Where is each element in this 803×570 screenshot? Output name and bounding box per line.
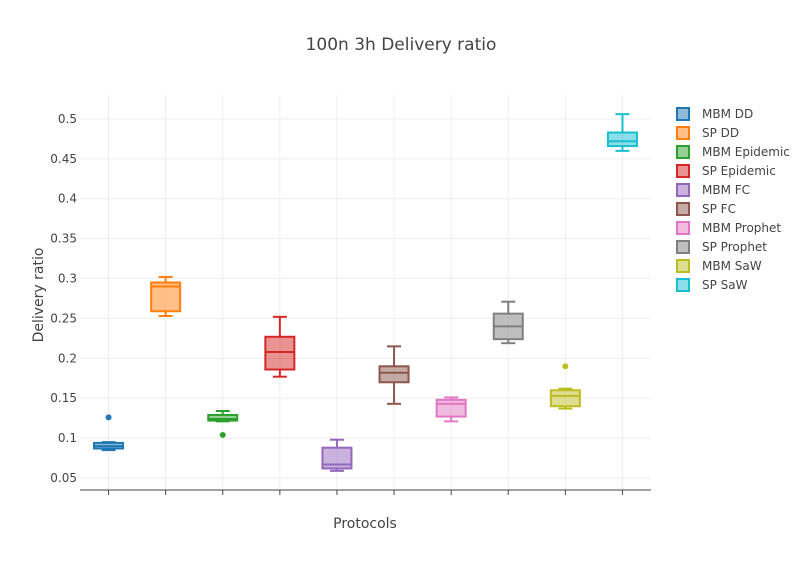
iqr-box [207,413,239,422]
legend-swatch [676,107,690,121]
legend-item: SP Epidemic [676,164,776,178]
legend-label: MBM DD [702,107,753,121]
legend-item: SP DD [676,126,739,140]
box-sp-epidemic [264,315,296,378]
legend-item: SP Prophet [676,240,767,254]
y-tick-label: 0.05 [50,471,77,485]
legend-item: MBM SaW [676,259,762,273]
box-mbm-prophet [435,396,467,423]
legend-label: SP Epidemic [702,164,776,178]
y-tick-label: 0.3 [58,272,77,286]
legend-item: MBM Prophet [676,221,781,235]
box-mbm-saw [549,363,581,410]
legend-swatch [676,240,690,254]
legend-swatch [676,126,690,140]
legend-swatch [676,164,690,178]
y-axis-title: Delivery ratio [31,248,47,343]
legend-label: SP DD [702,126,739,140]
chart-title: 100n 3h Delivery ratio [306,35,497,55]
legend-item: SP FC [676,202,736,216]
legend-swatch [676,202,690,216]
box-mbm-fc [321,438,353,472]
legend-item: MBM DD [676,107,753,121]
outlier-point [562,363,569,370]
legend-swatch [676,259,690,273]
box-mbm-dd [93,414,125,452]
y-tick-label: 0.35 [50,232,77,246]
legend-label: SP Prophet [702,240,767,254]
y-tick-label: 0.45 [50,152,77,166]
legend: MBM DD SP DD MBM Epidemic SP Epidemic MBM FC… [676,107,790,292]
y-tick-label: 0.2 [58,351,77,365]
legend-item: SP SaW [676,278,748,292]
y-tick-label: 0.15 [50,391,77,405]
y-tick-label: 0.5 [58,112,77,126]
legend-swatch [676,183,690,197]
outlier-point [105,414,112,421]
legend-swatch [676,221,690,235]
legend-label: MBM FC [702,183,750,197]
legend-label: MBM Prophet [702,221,781,235]
legend-label: SP FC [702,202,736,216]
x-axis-title: Protocols [333,516,397,532]
y-tick-label: 0.1 [58,431,77,445]
x-ticks [108,490,623,495]
box-sp-prophet [492,300,524,345]
legend-item: MBM FC [676,183,750,197]
iqr-box [321,446,353,470]
box-series [93,113,638,472]
iqr-box [378,365,410,384]
grid-lines [80,95,651,490]
iqr-box [549,389,581,408]
legend-swatch [676,278,690,292]
box-mbm-epidemic [207,410,239,438]
y-tick-label: 0.25 [50,311,77,325]
box-sp-saw [606,113,638,152]
legend-swatch [676,145,690,159]
box-sp-fc [378,345,410,405]
legend-item: MBM Epidemic [676,145,790,159]
legend-label: MBM Epidemic [702,145,790,159]
outlier-point [219,431,226,438]
y-tick-labels: 0.05 0.1 0.15 0.2 0.25 0.3 0.35 0.4 0.45 0.5 [50,112,77,485]
y-tick-label: 0.4 [58,192,77,206]
iqr-box [606,131,638,148]
box-sp-dd [150,275,182,318]
iqr-box [264,335,296,371]
iqr-box [435,398,467,418]
legend-label: MBM SaW [702,259,762,273]
legend-label: SP SaW [702,278,748,292]
